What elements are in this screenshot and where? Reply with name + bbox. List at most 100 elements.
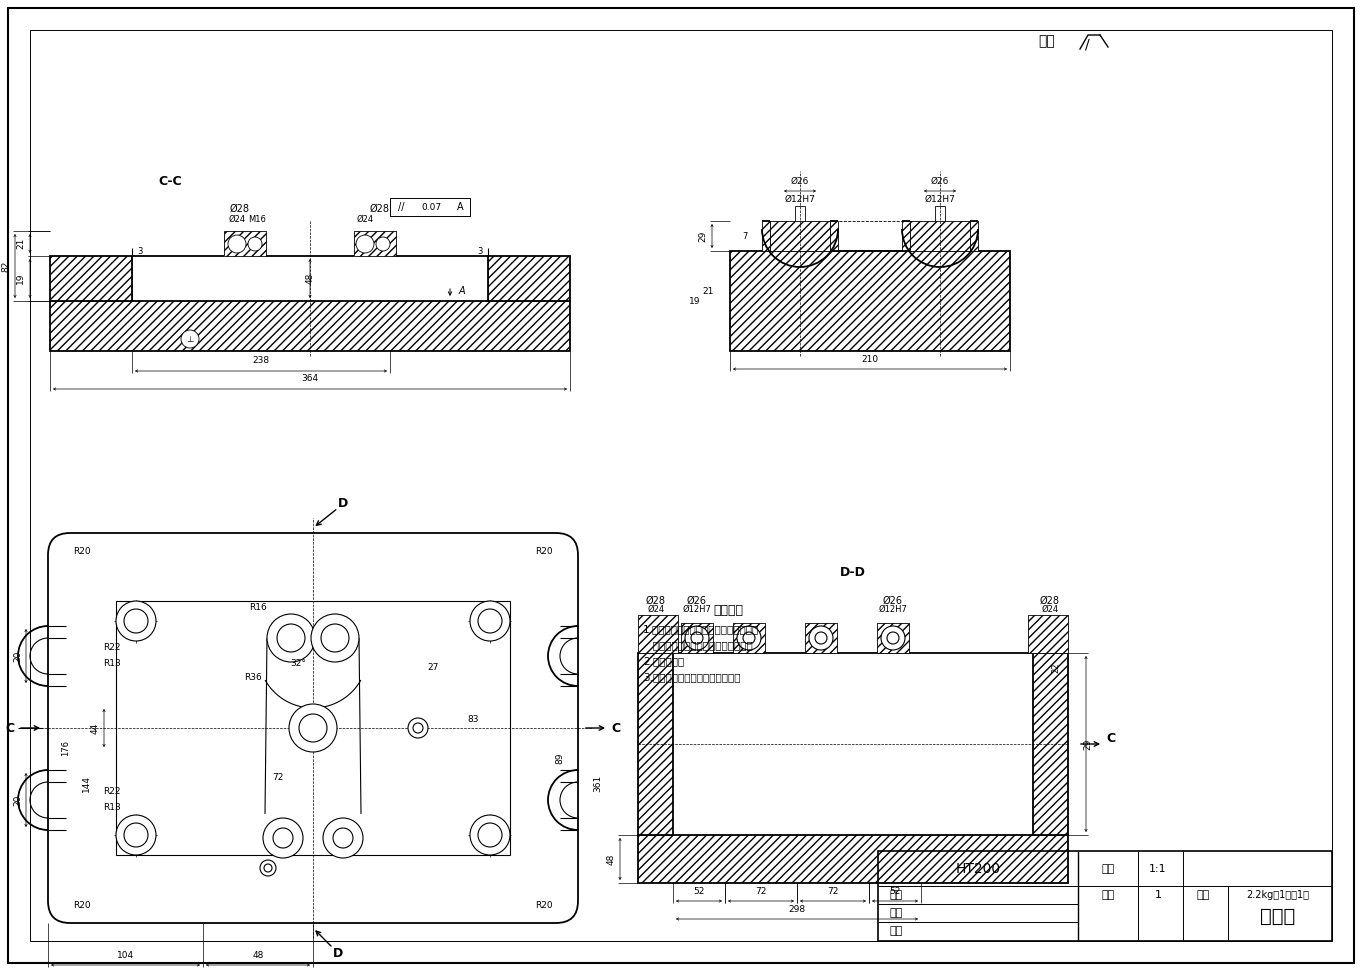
Circle shape: [267, 614, 315, 662]
Text: 审核: 审核: [889, 926, 903, 936]
Text: 设计: 设计: [889, 890, 903, 900]
Text: C: C: [1106, 732, 1115, 746]
Polygon shape: [761, 221, 770, 251]
Bar: [488, 256, 571, 301]
Text: R20: R20: [535, 900, 553, 910]
Circle shape: [355, 235, 375, 253]
Circle shape: [470, 815, 509, 855]
Text: R13: R13: [104, 803, 121, 813]
Text: Ø26: Ø26: [686, 596, 707, 606]
Bar: [116, 601, 509, 855]
Circle shape: [376, 237, 390, 251]
Circle shape: [300, 714, 327, 742]
Circle shape: [124, 823, 148, 847]
Text: R22: R22: [104, 787, 120, 796]
Text: R16: R16: [249, 604, 267, 613]
Text: Ø26: Ø26: [930, 177, 949, 186]
Circle shape: [116, 815, 157, 855]
Text: 3: 3: [138, 247, 143, 255]
Text: 48: 48: [252, 951, 264, 960]
Bar: [877, 623, 908, 653]
Circle shape: [289, 704, 336, 752]
Text: 22: 22: [1051, 663, 1061, 673]
Circle shape: [227, 235, 247, 253]
Circle shape: [809, 626, 834, 650]
Text: 72: 72: [272, 774, 283, 783]
Text: 3: 3: [477, 247, 482, 255]
Text: 夹具体: 夹具体: [1260, 907, 1295, 925]
Text: R20: R20: [74, 547, 91, 555]
Bar: [637, 615, 678, 653]
Bar: [910, 221, 970, 251]
Text: /: /: [1086, 37, 1090, 51]
Text: 52: 52: [889, 887, 900, 896]
Text: 48: 48: [607, 854, 616, 865]
Text: 52: 52: [693, 887, 704, 896]
Text: ⊥: ⊥: [187, 334, 193, 344]
Bar: [637, 835, 1068, 883]
Text: //: //: [398, 202, 405, 212]
Text: A: A: [456, 202, 463, 212]
Text: D: D: [338, 496, 349, 510]
Circle shape: [685, 626, 710, 650]
Circle shape: [470, 601, 509, 641]
Text: 29: 29: [697, 230, 707, 242]
Circle shape: [478, 609, 503, 633]
Text: 3.装配后喷底，防锈剂和灰尘等。: 3.装配后喷底，防锈剂和灰尘等。: [643, 672, 741, 682]
Text: 21: 21: [703, 286, 714, 295]
Text: 1:1: 1:1: [1150, 864, 1167, 874]
Text: 1: 1: [1155, 890, 1162, 900]
Text: Ø12H7: Ø12H7: [785, 194, 816, 204]
Text: 104: 104: [117, 951, 133, 960]
Text: 得有毛刺、飞边、氧化皮、锈蚀、切: 得有毛刺、飞边、氧化皮、锈蚀、切: [643, 640, 753, 650]
Text: 技术要求: 技术要求: [712, 605, 744, 618]
Bar: [1032, 653, 1068, 835]
Text: HT200: HT200: [955, 862, 1001, 876]
Text: 32°: 32°: [290, 658, 306, 667]
Circle shape: [478, 823, 503, 847]
Text: M16: M16: [248, 215, 266, 223]
Text: 重量: 重量: [1196, 890, 1209, 900]
Circle shape: [276, 624, 305, 652]
Circle shape: [272, 828, 293, 848]
Circle shape: [116, 601, 157, 641]
Text: 件数: 件数: [1102, 890, 1114, 900]
Text: Ø28: Ø28: [1041, 596, 1060, 606]
Text: Ø24: Ø24: [1042, 605, 1058, 614]
Text: Ø28: Ø28: [230, 204, 251, 214]
Bar: [50, 256, 132, 301]
Text: 210: 210: [861, 355, 878, 364]
Text: 238: 238: [252, 356, 270, 365]
Text: A: A: [459, 286, 466, 296]
Circle shape: [744, 632, 755, 644]
Circle shape: [260, 860, 276, 876]
Circle shape: [323, 818, 364, 858]
Text: 72: 72: [756, 887, 767, 896]
Text: 7: 7: [742, 231, 748, 241]
Text: 176: 176: [61, 740, 71, 756]
Text: Ø12H7: Ø12H7: [878, 605, 907, 614]
Text: 2.2kg共1张第1张: 2.2kg共1张第1张: [1246, 890, 1309, 900]
Circle shape: [737, 626, 761, 650]
Text: Ø24: Ø24: [357, 215, 373, 223]
Text: 指导: 指导: [889, 908, 903, 918]
Text: 364: 364: [301, 374, 319, 383]
Bar: [681, 623, 712, 653]
Circle shape: [321, 624, 349, 652]
Circle shape: [124, 609, 148, 633]
Bar: [733, 623, 765, 653]
Bar: [50, 301, 571, 351]
Text: C: C: [5, 721, 15, 734]
Text: Ø12H7: Ø12H7: [925, 194, 955, 204]
Text: Ø24: Ø24: [647, 605, 665, 614]
Bar: [390, 198, 470, 216]
Circle shape: [181, 330, 199, 348]
Text: D-D: D-D: [840, 566, 866, 580]
Circle shape: [332, 828, 353, 848]
Text: R20: R20: [535, 547, 553, 555]
Bar: [354, 231, 396, 256]
Text: 361: 361: [594, 775, 602, 791]
Text: 83: 83: [467, 716, 479, 724]
Text: 2.棱角倒钝。: 2.棱角倒钝。: [643, 656, 684, 666]
Bar: [770, 221, 829, 251]
